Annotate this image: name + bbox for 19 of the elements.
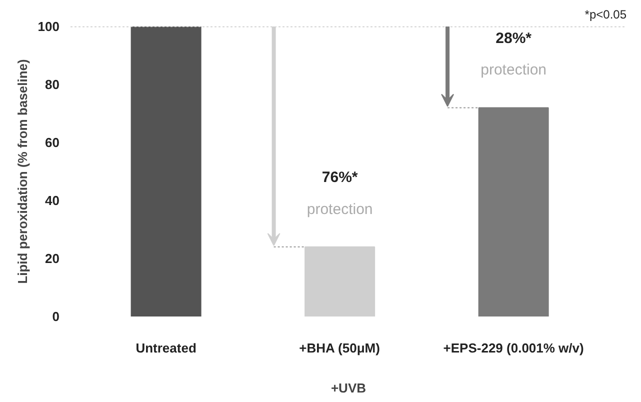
y-tick-label: 40: [45, 193, 60, 208]
y-tick-label: 80: [45, 77, 60, 92]
annotation: 28%*: [496, 30, 532, 47]
x-axis-title: +UVB: [330, 380, 366, 396]
annotation: protection: [306, 200, 373, 218]
y-tick-label: 20: [45, 251, 60, 266]
text: *p<0.05: [584, 8, 627, 22]
y-axis-title: Lipid peroxidation (% from baseline): [14, 59, 30, 284]
y-tick-label: 100: [38, 19, 60, 34]
annotation: protection: [480, 62, 546, 79]
annotation: 76%*: [322, 169, 358, 186]
bar: [130, 26, 202, 316]
bar: [478, 107, 549, 316]
x-tick-label: +BHA (50μM): [299, 340, 380, 356]
x-tick-label: +EPS-229 (0.001% w/v): [443, 340, 584, 356]
bar: [304, 246, 376, 316]
x-tick-label: Untreated: [136, 340, 196, 356]
y-tick-label: 60: [45, 135, 60, 150]
y-tick-label: 0: [52, 309, 60, 324]
